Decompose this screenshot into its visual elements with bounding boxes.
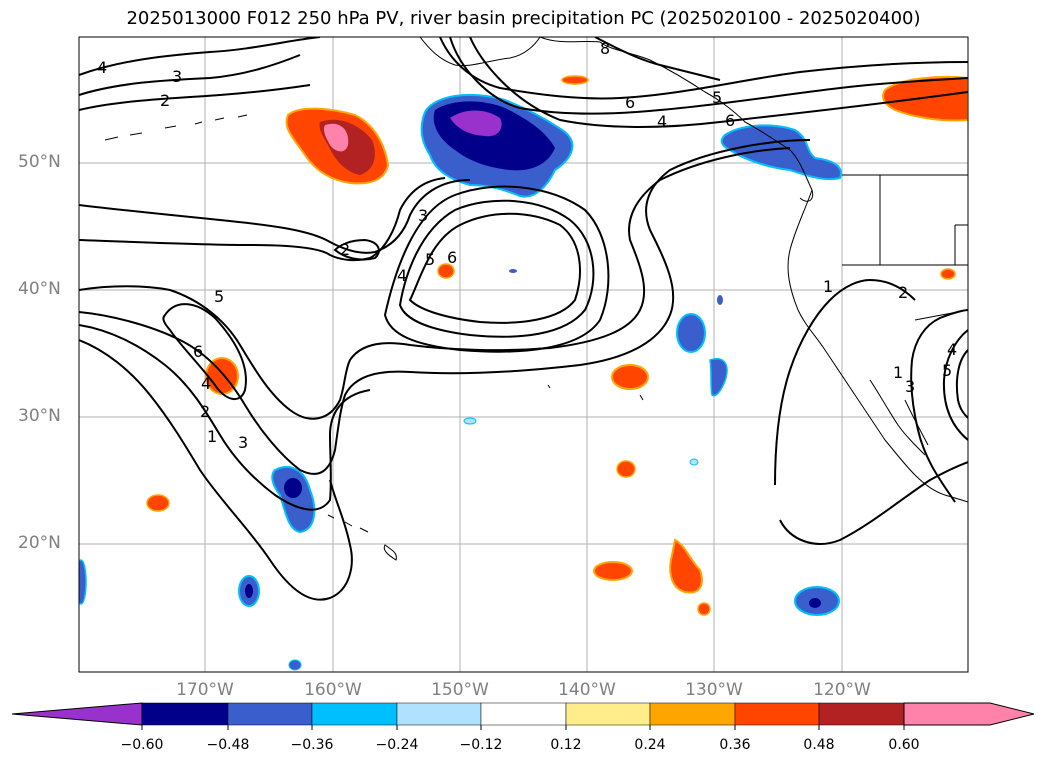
contour-label: 2 <box>898 283 908 302</box>
contour-label: 6 <box>725 111 735 130</box>
colorbar-tick-label: −0.48 <box>206 737 250 753</box>
lon-label: 160°W <box>304 680 362 700</box>
contour-label: 4 <box>947 340 957 359</box>
pv-contours <box>79 37 968 601</box>
precip-anomaly-extreme-negative <box>450 110 502 137</box>
map-plot-area <box>79 37 968 672</box>
colorbar-tick-label: −0.60 <box>120 737 164 753</box>
lon-label: 170°W <box>176 680 234 700</box>
contour-label: 6 <box>193 342 203 361</box>
colorbar-swatch <box>818 702 905 726</box>
contour-label: 3 <box>172 67 182 86</box>
colorbar-tick-label: 0.48 <box>803 737 835 753</box>
contour-label: 4 <box>201 374 211 393</box>
contour-label: 3 <box>238 433 248 452</box>
contour-label: 6 <box>447 248 457 267</box>
lon-label: 130°W <box>685 680 743 700</box>
contour-label: 2 <box>160 91 170 110</box>
colorbar-swatch <box>141 702 229 726</box>
colorbar <box>11 702 1035 730</box>
map-title: 2025013000 F012 250 hPa PV, river basin … <box>126 8 921 29</box>
colorbar-tick-label: 0.12 <box>550 737 582 753</box>
lat-label: 20°N <box>18 533 61 553</box>
colorbar-swatch <box>311 702 398 726</box>
colorbar-tick-label: −0.12 <box>459 737 503 753</box>
colorbar-swatch <box>396 702 482 726</box>
contour-label: 5 <box>712 88 722 107</box>
pv-contour-labels: 4 3 2 8 6 5 4 6 3 2 5 4 6 5 6 4 2 1 3 1 … <box>97 39 957 452</box>
contour-label: 3 <box>905 377 915 396</box>
contour-label: 1 <box>893 363 903 382</box>
colorbar-tick-label: 0.60 <box>888 737 920 753</box>
colorbar-tick-label: −0.24 <box>375 737 419 753</box>
lat-label: 50°N <box>18 152 61 172</box>
colorbar-tick-label: 0.24 <box>634 737 666 753</box>
contour-label: 8 <box>600 39 610 58</box>
precip-anomaly-extreme-positive <box>323 123 349 152</box>
colorbar-swatch <box>480 702 567 726</box>
colorbar-tick-label: −0.36 <box>290 737 334 753</box>
colorbar-high-extension <box>903 702 1035 726</box>
lon-label: 120°W <box>813 680 871 700</box>
map-frame <box>78 36 969 673</box>
contour-label: 6 <box>625 93 635 112</box>
colorbar-swatch <box>565 702 651 726</box>
lon-label: 140°W <box>558 680 616 700</box>
colorbar-tick-label: 0.36 <box>719 737 751 753</box>
contour-label: 4 <box>657 112 667 131</box>
contour-label: 2 <box>200 402 210 421</box>
contour-label: 1 <box>207 427 217 446</box>
colorbar-swatch <box>227 702 313 726</box>
lon-label: 150°W <box>431 680 489 700</box>
contour-label: 5 <box>942 361 952 380</box>
lat-label: 30°N <box>18 406 61 426</box>
contour-label: 5 <box>214 287 224 306</box>
contour-label: 2 <box>340 240 350 259</box>
contour-label: 3 <box>418 206 428 225</box>
colorbar-swatch <box>734 702 820 726</box>
precip-shading <box>79 75 968 671</box>
contour-label: 1 <box>823 277 833 296</box>
colorbar-swatch <box>649 702 736 726</box>
contour-label: 4 <box>97 58 107 77</box>
contour-label: 5 <box>425 250 435 269</box>
coastlines <box>104 37 968 561</box>
colorbar-low-extension <box>11 702 143 726</box>
lat-label: 40°N <box>18 279 61 299</box>
contour-label: 4 <box>397 266 407 285</box>
